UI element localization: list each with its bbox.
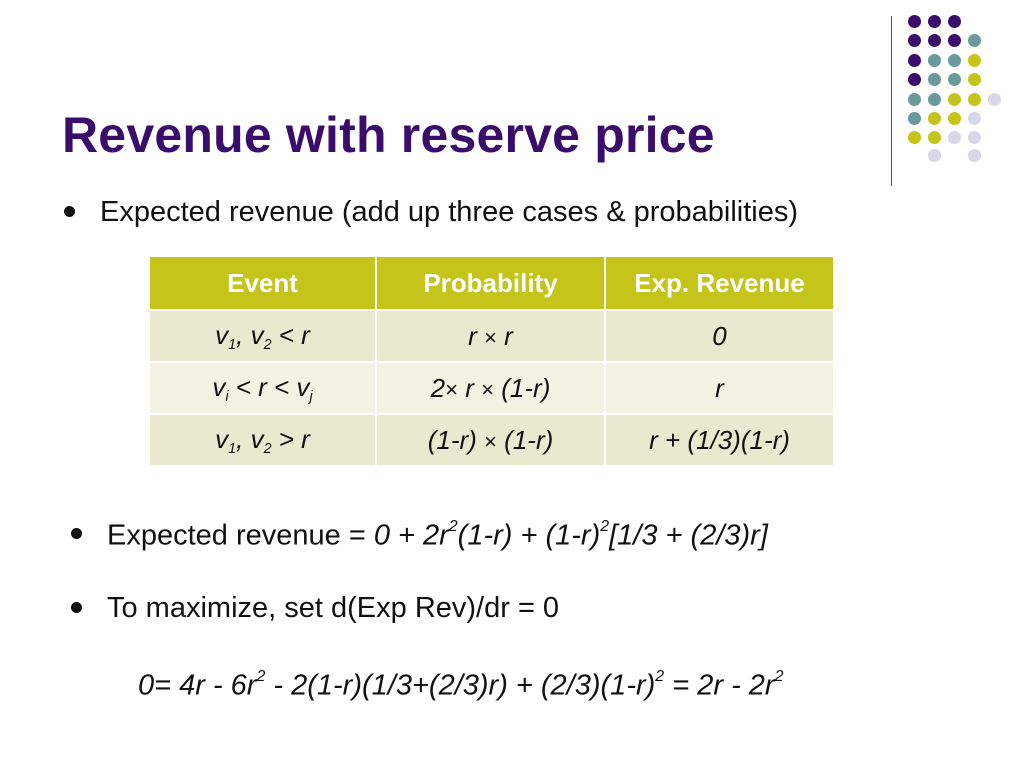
- event-cell: v1, v2 < r: [148, 309, 377, 363]
- exp-revenue-cell: 0: [604, 309, 835, 363]
- table-row: v1, v2 < r r × r 0: [148, 309, 835, 363]
- table-header-row: Event Probability Exp. Revenue: [148, 255, 835, 311]
- bullet-expected-revenue-formula: Expected revenue = 0 + 2r2(1-r) + (1-r)2…: [107, 518, 768, 553]
- exponent: 2: [600, 518, 610, 535]
- revenue-cases-table: Event Probability Exp. Revenue v1, v2 < …: [148, 255, 835, 467]
- bullet-maximize: To maximize, set d(Exp Rev)/dr = 0: [107, 592, 560, 624]
- decor-dot: [908, 112, 921, 125]
- decor-dot: [928, 15, 941, 28]
- decor-dot: [928, 149, 941, 162]
- bullet-expected-revenue-cases: Expected revenue (add up three cases & p…: [100, 196, 799, 228]
- column-header-event: Event: [148, 255, 377, 311]
- decor-dot: [968, 112, 981, 125]
- bullet-dot: [71, 602, 82, 613]
- probability-cell: 2× r × (1-r): [375, 361, 606, 415]
- decor-dot: [908, 34, 921, 47]
- decor-dot: [948, 54, 961, 67]
- bullet-dot: [64, 206, 75, 217]
- decor-dot: [968, 34, 981, 47]
- formula-part: (1-r) + (1-r): [457, 519, 601, 552]
- decor-dot: [908, 131, 921, 144]
- decor-dot: [948, 131, 961, 144]
- decor-dot: [948, 93, 961, 106]
- probability-cell: (1-r) × (1-r): [375, 413, 606, 467]
- decor-dot: [988, 93, 1001, 106]
- decor-dot: [948, 15, 961, 28]
- decor-dot: [928, 112, 941, 125]
- formula-part: 0 + 2r: [373, 519, 449, 552]
- event-cell: vi < r < vj: [148, 361, 377, 415]
- decor-dot: [908, 93, 921, 106]
- decor-dot: [908, 15, 921, 28]
- decor-dot: [968, 54, 981, 67]
- formula-lead: Expected revenue =: [107, 519, 374, 552]
- column-header-probability: Probability: [375, 255, 606, 311]
- decor-dot: [968, 131, 981, 144]
- decor-dot: [968, 149, 981, 162]
- table-row: v1, v2 > r (1-r) × (1-r) r + (1/3)(1-r): [148, 413, 835, 467]
- slide-title: Revenue with reserve price: [62, 107, 715, 163]
- event-cell: v1, v2 > r: [148, 413, 377, 467]
- decor-dot: [908, 73, 921, 86]
- probability-cell: r × r: [375, 309, 606, 363]
- decor-dot: [928, 93, 941, 106]
- exponent: 2: [448, 518, 458, 535]
- decor-dot: [968, 93, 981, 106]
- column-header-exp-revenue: Exp. Revenue: [604, 255, 835, 311]
- decor-dot: [968, 73, 981, 86]
- decor-dot: [928, 131, 941, 144]
- exp-revenue-cell: r + (1/3)(1-r): [604, 413, 835, 467]
- decor-dot: [948, 34, 961, 47]
- decor-dot: [908, 54, 921, 67]
- bullet-dot: [71, 528, 82, 539]
- decor-dot: [948, 112, 961, 125]
- decorative-dot-grid: [908, 15, 1008, 165]
- decorative-divider-line: [891, 16, 892, 186]
- decor-dot: [928, 34, 941, 47]
- exp-revenue-cell: r: [604, 361, 835, 415]
- derivative-equation: 0= 4r - 6r2 - 2(1-r)(1/3+(2/3)r) + (2/3)…: [138, 668, 784, 702]
- table-row: vi < r < vj 2× r × (1-r) r: [148, 361, 835, 415]
- decor-dot: [948, 73, 961, 86]
- formula-part: [1/3 + (2/3)r]: [609, 519, 768, 552]
- decor-dot: [928, 54, 941, 67]
- decor-dot: [928, 73, 941, 86]
